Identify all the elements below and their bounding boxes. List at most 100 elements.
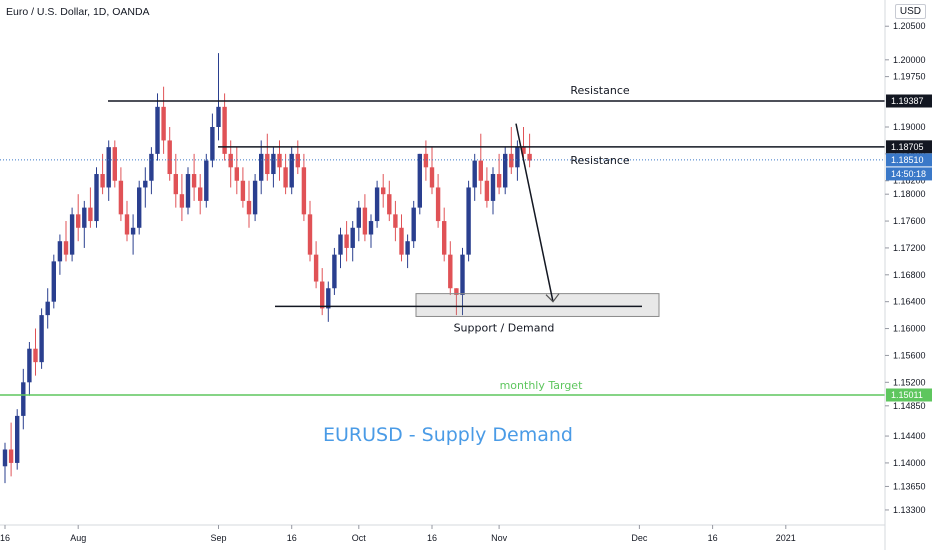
y-tick-label: 1.14000	[893, 458, 926, 468]
candle-body	[442, 221, 447, 255]
y-tick-label: 1.15200	[893, 377, 926, 387]
currency-badge[interactable]: USD	[894, 4, 926, 19]
y-tick-label: 1.16000	[893, 324, 926, 334]
resistance-price-tag: 1.18705	[891, 142, 924, 152]
candle-body	[234, 167, 239, 181]
y-tick-label: 1.13650	[893, 481, 926, 491]
target-price-tag: 1.15011	[891, 390, 923, 400]
candle-body	[313, 254, 319, 282]
resistance-label: Resistance	[570, 84, 630, 97]
countdown-tag-bg	[886, 167, 932, 181]
candle-body	[350, 227, 355, 248]
x-tick-label: 2021	[776, 533, 796, 543]
candle-body	[185, 174, 191, 208]
candle-body	[368, 221, 374, 235]
y-tick-label: 1.18200	[893, 176, 926, 186]
candle-body	[137, 187, 142, 228]
resistance-price-tag: 1.19387	[891, 96, 924, 106]
candle-body	[143, 180, 148, 188]
candle-body	[362, 207, 368, 235]
candle-body	[69, 214, 75, 255]
candle-body	[405, 241, 410, 255]
candle-body	[289, 153, 294, 188]
candle-body	[246, 200, 252, 215]
candle-body	[332, 254, 337, 289]
y-tick-label: 1.16800	[893, 270, 926, 280]
candle-body	[228, 153, 233, 168]
candle-body	[8, 449, 14, 463]
y-tick-label: 1.16400	[893, 297, 926, 307]
candle-body	[429, 167, 435, 188]
candle-body	[423, 153, 429, 168]
candle-body	[338, 234, 343, 255]
candle-body	[503, 153, 508, 188]
candle-body	[521, 147, 526, 154]
drawings: monthly Target Resistance Resistance Suppor…	[0, 84, 885, 446]
candle-body	[399, 227, 404, 255]
candle-body	[417, 153, 422, 208]
candle-body	[320, 281, 325, 309]
demand-zone	[415, 293, 660, 317]
time-axis[interactable]: 16 Aug Sep 16 Oct 16 Nov Dec 16 2021	[0, 524, 885, 543]
candle-body	[88, 207, 93, 222]
support-label: Support / Demand	[454, 321, 555, 334]
price-axis[interactable]: 1.205001.200001.197501.190001.186001.182…	[884, 0, 932, 550]
x-tick-label: Aug	[70, 533, 86, 543]
candle-body	[259, 153, 264, 181]
candle-body	[173, 174, 178, 195]
resistance-price-tag-bg	[886, 140, 932, 154]
candle-body	[210, 127, 215, 161]
candle-body	[2, 449, 8, 467]
candle-body	[466, 187, 471, 255]
y-tick-label: 1.15600	[893, 350, 926, 360]
candle-body	[106, 147, 111, 188]
x-tick-label: 16	[427, 533, 437, 543]
candle-body	[222, 106, 227, 154]
candle-body	[472, 160, 477, 188]
projection-arrowhead	[545, 293, 560, 303]
candle-body	[265, 153, 270, 175]
candle-body	[179, 194, 185, 208]
current-price-tag: 1.18510	[891, 155, 924, 165]
y-tick-label: 1.17200	[893, 243, 926, 253]
candle-body	[130, 227, 136, 235]
y-tick-label: 1.13300	[893, 505, 926, 515]
candle-body	[45, 301, 50, 316]
candle-body	[509, 153, 514, 168]
candle-body	[478, 160, 483, 181]
candle-body	[307, 214, 313, 255]
target-price-tag-bg	[886, 388, 932, 402]
candle-body	[252, 180, 258, 215]
y-tick-label: 1.20500	[893, 21, 926, 31]
candle-body	[326, 288, 331, 309]
symbol-legend: Euro / U.S. Dollar, 1D, OANDA	[6, 6, 150, 18]
candle-body	[435, 187, 441, 222]
candle-body	[460, 254, 465, 295]
candle-body	[118, 180, 124, 215]
candle-body	[515, 147, 520, 168]
candle-body	[387, 194, 392, 215]
candle-body	[271, 153, 276, 175]
candle-body	[448, 254, 453, 289]
candle-body	[454, 288, 459, 295]
y-tick-label: 1.18000	[893, 189, 926, 199]
x-tick-label: Oct	[352, 533, 367, 543]
candle-body	[484, 180, 490, 201]
candle-body	[374, 187, 380, 222]
y-tick-label: 1.20000	[893, 55, 926, 65]
countdown-tag: 14:50:18	[891, 169, 926, 179]
candle-body	[490, 174, 496, 201]
candle-body	[57, 241, 63, 262]
candle-body	[94, 174, 99, 222]
candle-body	[27, 348, 32, 383]
candle-body	[356, 207, 361, 228]
chart-title-watermark: EURUSD - Supply Demand	[323, 424, 573, 446]
candle-body	[277, 153, 282, 168]
candle-body	[216, 106, 221, 128]
candle-body	[167, 140, 172, 175]
x-tick-label: 16	[287, 533, 297, 543]
candle-body	[100, 174, 105, 188]
candle-body	[295, 153, 300, 168]
candle-body	[240, 180, 246, 201]
